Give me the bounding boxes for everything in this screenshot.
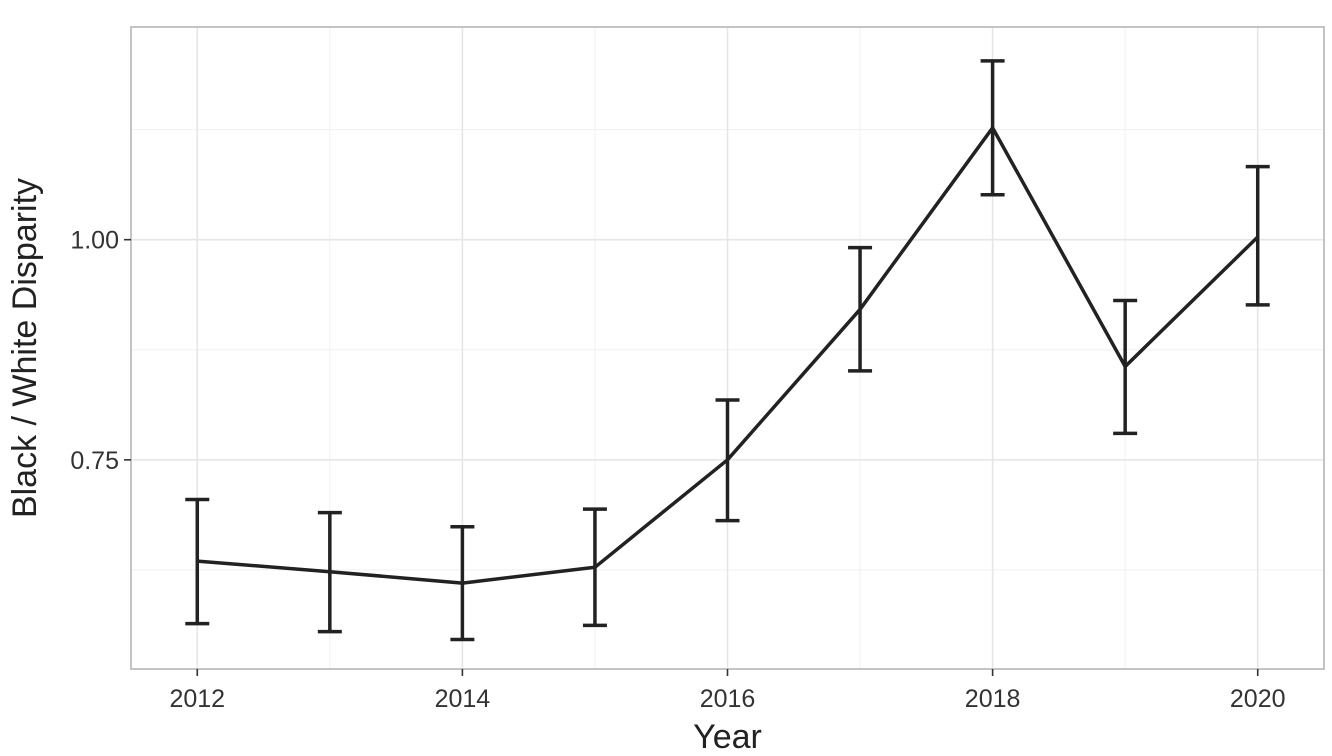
x-axis-title: Year bbox=[693, 718, 762, 756]
series-line bbox=[197, 126, 1259, 585]
x-tick-label: 2016 bbox=[700, 685, 756, 713]
y-tick-label: 1.00 bbox=[70, 227, 119, 255]
x-tick-label: 2020 bbox=[1230, 685, 1286, 713]
y-tick-label: 0.75 bbox=[70, 447, 119, 475]
y-axis-title: Black / White Disparity bbox=[6, 178, 44, 518]
axis-ticks: 2012 2014 2016 2018 2020 0.75 1.00 bbox=[70, 227, 1285, 713]
x-tick-label: 2012 bbox=[169, 685, 225, 713]
x-tick-label: 2018 bbox=[965, 685, 1021, 713]
x-tick-label: 2014 bbox=[435, 685, 491, 713]
